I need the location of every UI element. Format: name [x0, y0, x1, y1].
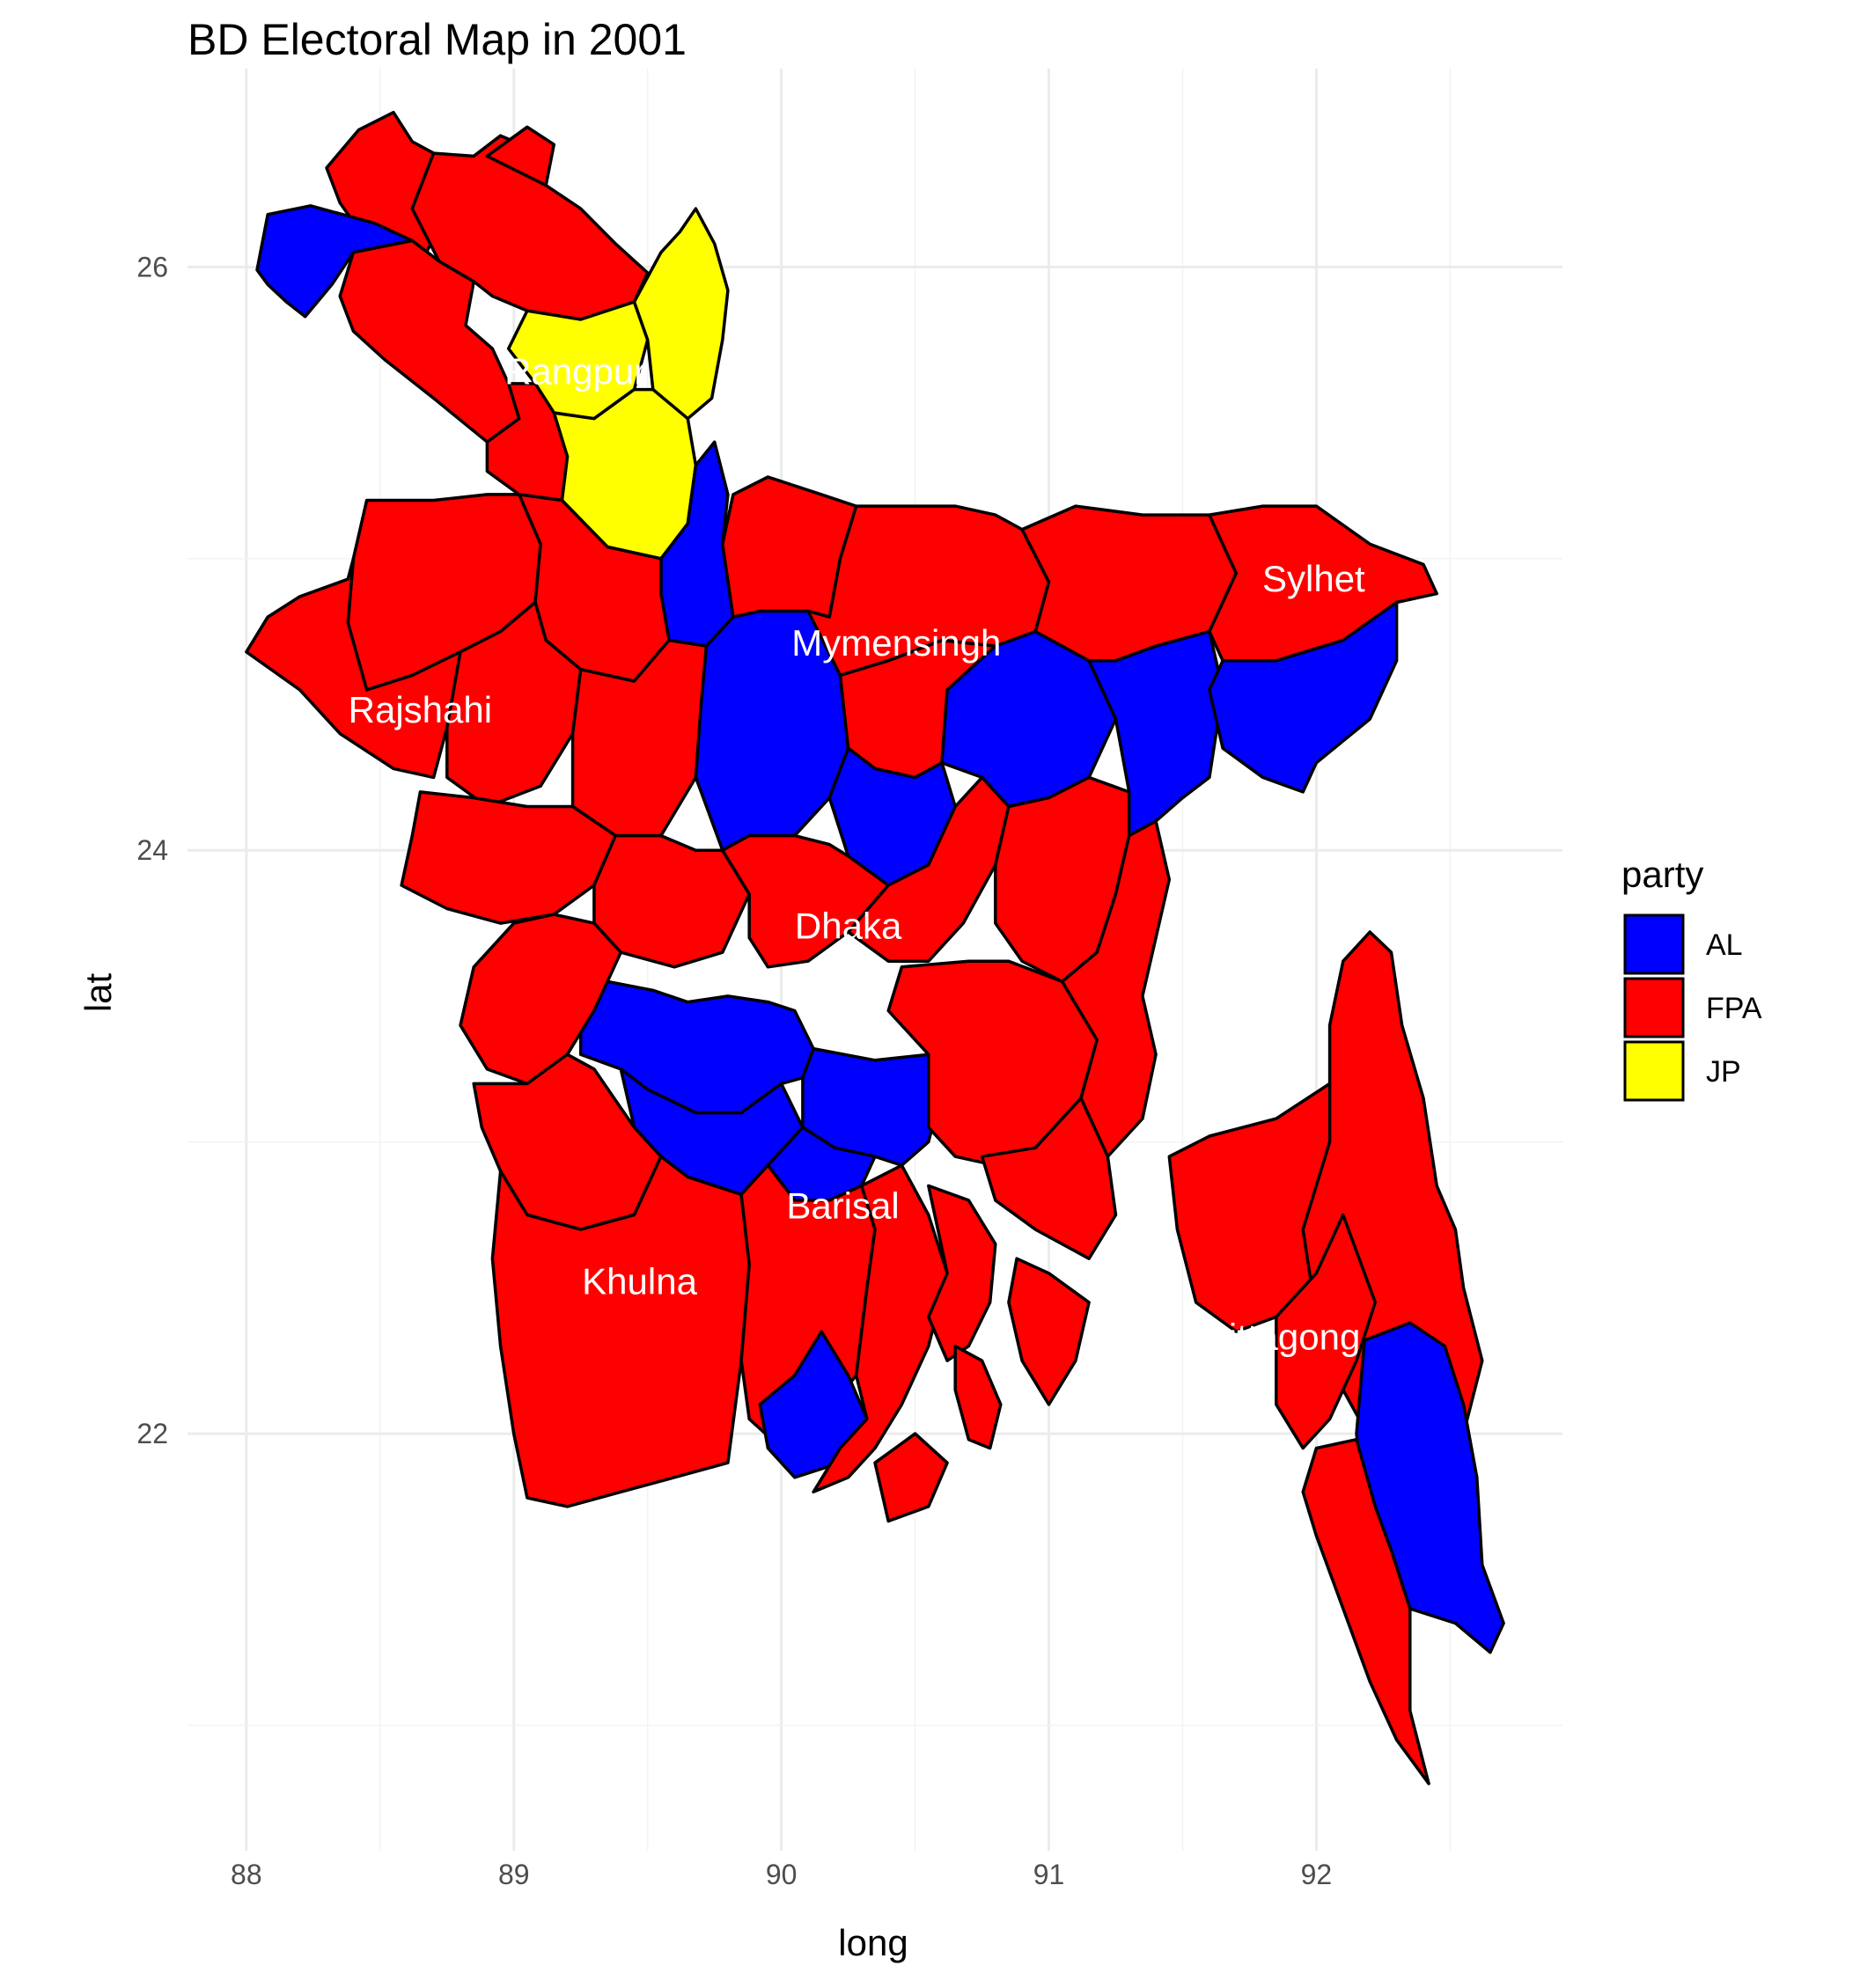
division-label: Khulna [582, 1261, 697, 1302]
division-label: Mymensingh [791, 622, 1001, 664]
district-region [1087, 629, 1224, 838]
legend-items: AL FPA JP [1623, 913, 1762, 1102]
district-region [459, 913, 623, 1086]
legend-key [1623, 977, 1685, 1038]
chart-title: BD Electoral Map in 2001 [187, 15, 687, 64]
legend-key [1623, 1040, 1685, 1102]
y-tick-label: 24 [136, 834, 168, 866]
district-region [927, 1184, 997, 1362]
district-region [812, 1163, 949, 1494]
x-tick-label: 91 [1033, 1859, 1065, 1890]
district-region [490, 1155, 751, 1508]
district-region [1275, 1213, 1378, 1450]
y-tick-label: 26 [136, 251, 168, 282]
x-tick-label: 88 [231, 1859, 262, 1890]
x-tick-label: 92 [1301, 1859, 1333, 1890]
district-region [255, 204, 415, 319]
district-region [1007, 1257, 1091, 1406]
y-axis-title: lat [77, 972, 119, 1012]
division-label: Barisal [786, 1185, 899, 1227]
x-tick-label: 89 [498, 1859, 530, 1890]
x-axis-title: long [838, 1922, 908, 1963]
district-region [873, 1432, 949, 1523]
axis-ticks: 88 89 90 91 92 22 24 26 [136, 251, 1332, 1890]
legend-key [1623, 913, 1685, 975]
division-label: Rajshahi [349, 689, 492, 730]
division-labels: Rangpur Sylhet Mymensingh Rajshahi Dhaka Bari… [349, 351, 1365, 1358]
legend-title: party [1621, 854, 1703, 895]
district-region [632, 207, 730, 421]
district-region [980, 1097, 1118, 1260]
division-label: Sylhet [1262, 558, 1365, 599]
legend-label: AL [1706, 928, 1743, 962]
district-regions [245, 110, 1505, 1786]
division-label: Chittagong [1181, 1317, 1360, 1358]
legend: party AL FPA JP [1621, 854, 1762, 1102]
district-region [485, 125, 556, 187]
legend-label: JP [1706, 1055, 1741, 1089]
district-region [953, 1344, 1003, 1450]
y-tick-label: 22 [136, 1418, 168, 1449]
x-tick-label: 90 [766, 1859, 798, 1890]
district-region [400, 790, 617, 925]
legend-label: FPA [1706, 992, 1762, 1025]
district-region [592, 833, 751, 969]
district-region [1301, 1437, 1430, 1786]
division-label: Dhaka [795, 905, 902, 946]
district-region [1208, 600, 1399, 794]
division-label: Rangpur [504, 351, 646, 392]
